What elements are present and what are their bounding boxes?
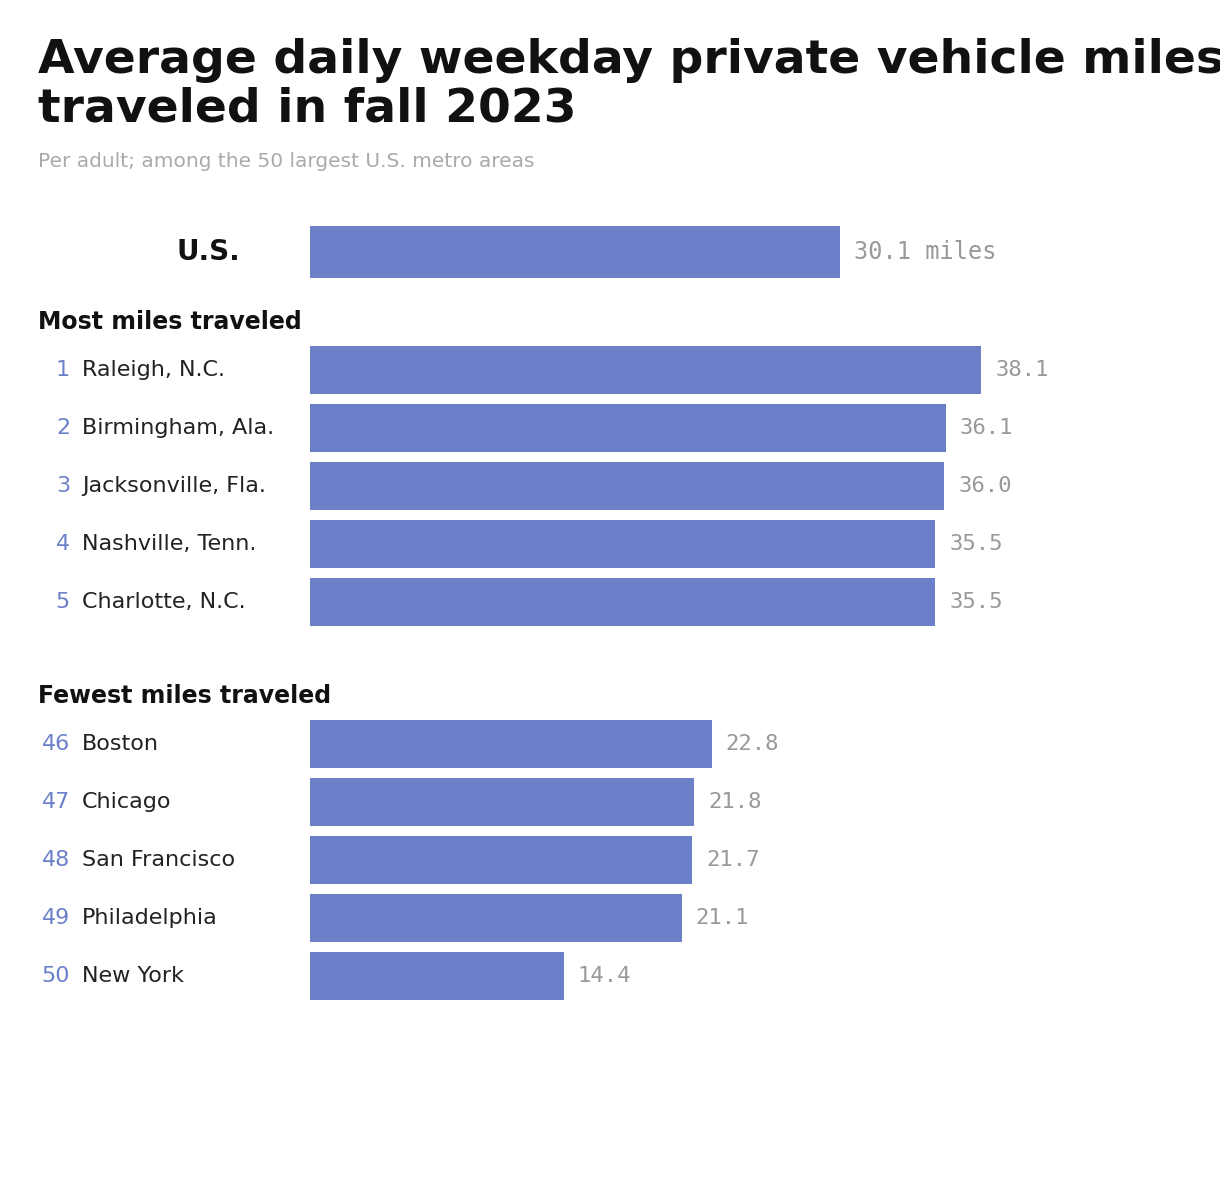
- Text: 38.1: 38.1: [996, 361, 1049, 380]
- Text: 21.8: 21.8: [708, 792, 761, 812]
- Text: 1: 1: [56, 361, 70, 380]
- Text: Nashville, Tenn.: Nashville, Tenn.: [82, 534, 256, 554]
- FancyBboxPatch shape: [310, 894, 682, 942]
- FancyBboxPatch shape: [310, 404, 946, 453]
- Text: 2: 2: [56, 418, 70, 438]
- FancyBboxPatch shape: [310, 952, 564, 1001]
- FancyBboxPatch shape: [310, 226, 841, 278]
- Text: 5: 5: [56, 592, 70, 613]
- Text: 14.4: 14.4: [578, 966, 631, 986]
- Text: 50: 50: [41, 966, 70, 986]
- Text: 47: 47: [41, 792, 70, 812]
- Text: Philadelphia: Philadelphia: [82, 907, 217, 928]
- Text: Boston: Boston: [82, 734, 159, 753]
- Text: 4: 4: [56, 534, 70, 554]
- FancyBboxPatch shape: [310, 578, 936, 626]
- Text: Birmingham, Ala.: Birmingham, Ala.: [82, 418, 274, 438]
- Text: Fewest miles traveled: Fewest miles traveled: [38, 684, 331, 708]
- Text: 30.1 miles: 30.1 miles: [854, 240, 997, 264]
- Text: 48: 48: [41, 850, 70, 870]
- Text: Jacksonville, Fla.: Jacksonville, Fla.: [82, 476, 266, 496]
- Text: 36.1: 36.1: [960, 418, 1014, 438]
- Text: 36.0: 36.0: [958, 476, 1011, 496]
- Text: U.S.: U.S.: [176, 238, 240, 266]
- Text: traveled in fall 2023: traveled in fall 2023: [38, 86, 577, 131]
- Text: Per adult; among the 50 largest U.S. metro areas: Per adult; among the 50 largest U.S. met…: [38, 152, 534, 171]
- FancyBboxPatch shape: [310, 462, 944, 510]
- FancyBboxPatch shape: [310, 778, 694, 826]
- Text: Most miles traveled: Most miles traveled: [38, 310, 301, 334]
- Text: Charlotte, N.C.: Charlotte, N.C.: [82, 592, 245, 613]
- Text: Chicago: Chicago: [82, 792, 172, 812]
- Text: 35.5: 35.5: [949, 534, 1003, 554]
- Text: 21.7: 21.7: [706, 850, 760, 870]
- Text: San Francisco: San Francisco: [82, 850, 235, 870]
- FancyBboxPatch shape: [310, 720, 711, 768]
- Text: 46: 46: [41, 734, 70, 753]
- Text: 35.5: 35.5: [949, 592, 1003, 613]
- Text: 22.8: 22.8: [726, 734, 780, 753]
- Text: New York: New York: [82, 966, 184, 986]
- FancyBboxPatch shape: [310, 836, 692, 884]
- FancyBboxPatch shape: [310, 346, 981, 394]
- Text: 3: 3: [56, 476, 70, 496]
- Text: 49: 49: [41, 907, 70, 928]
- FancyBboxPatch shape: [310, 521, 936, 568]
- Text: 21.1: 21.1: [695, 907, 749, 928]
- Text: Average daily weekday private vehicle miles: Average daily weekday private vehicle mi…: [38, 38, 1220, 84]
- Text: Raleigh, N.C.: Raleigh, N.C.: [82, 361, 224, 380]
